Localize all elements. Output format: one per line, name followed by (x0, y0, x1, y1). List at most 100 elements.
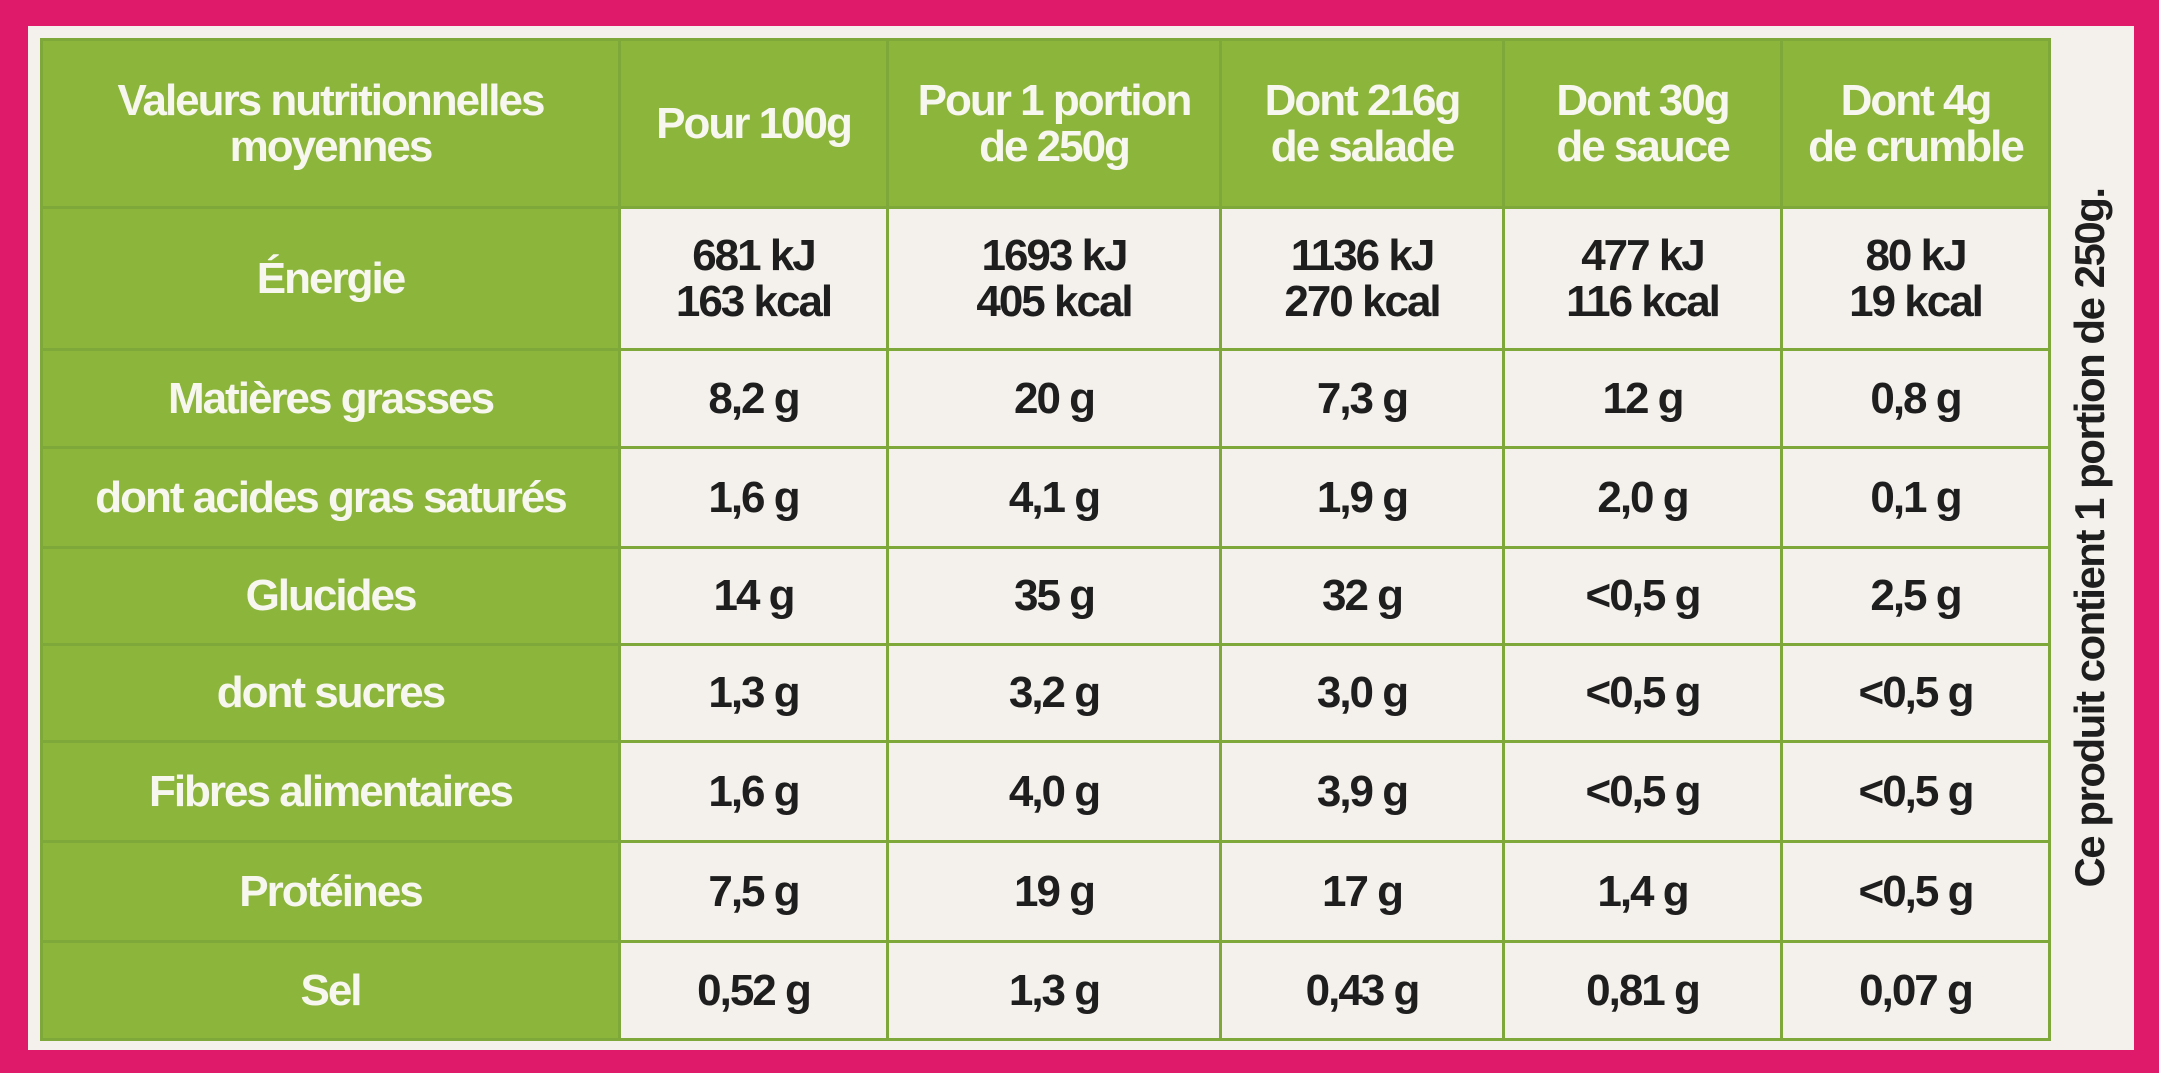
cell-line: 1,3 g (708, 668, 800, 717)
cell-line: Pour 100g (656, 98, 853, 148)
value-cell: 3,2 g (886, 643, 1222, 743)
value-cell: 14 g (618, 546, 889, 646)
cell-line: 116 kcal (1566, 276, 1721, 326)
table-row: Protéines 7,5 g 19 g 17 g 1,4 g <0,5 g (40, 840, 2051, 943)
cell-line: Énergie (256, 253, 406, 303)
cell-line: <0,5 g (1585, 766, 1702, 816)
value-cell: 3,0 g (1219, 643, 1505, 743)
cell-line: 4,0 g (1008, 766, 1101, 816)
value-cell: <0,5 g (1780, 643, 2051, 743)
value-cell: 7,3 g (1219, 348, 1505, 449)
cell-line: 2,5 g (1870, 571, 1962, 620)
cell-line: 19 kcal (1849, 276, 1984, 326)
row-label: Énergie (40, 206, 621, 351)
value-cell: 4,1 g (886, 446, 1222, 549)
cell-line: 1,9 g (1316, 472, 1409, 522)
cell-line: 1,3 g (1008, 965, 1101, 1015)
cell-line: <0,5 g (1858, 866, 1975, 916)
value-cell: <0,5 g (1502, 546, 1783, 646)
row-label: Protéines (40, 840, 621, 943)
header-cell: Dont 4g de crumble (1780, 38, 2051, 209)
value-cell: 2,5 g (1780, 546, 2051, 646)
cell-line: 3,9 g (1316, 766, 1409, 816)
value-cell: 80 kJ 19 kcal (1780, 206, 2051, 351)
value-cell: 0,1 g (1780, 446, 2051, 549)
cell-line: de salade (1270, 121, 1456, 171)
value-cell: <0,5 g (1502, 740, 1783, 843)
value-cell: 35 g (886, 546, 1222, 646)
table-row: Glucides 14 g 35 g 32 g <0,5 g 2,5 g (40, 546, 2051, 646)
cell-line: 7,5 g (708, 866, 800, 916)
value-cell: 1,4 g (1502, 840, 1783, 943)
cell-line: <0,5 g (1585, 668, 1702, 717)
value-cell: 1693 kJ 405 kcal (886, 206, 1222, 351)
cell-line: 405 kcal (976, 276, 1133, 326)
cell-line: 3,2 g (1008, 668, 1101, 717)
cell-line: 4,1 g (1008, 472, 1101, 522)
cell-line: 32 g (1321, 571, 1404, 620)
value-cell: 32 g (1219, 546, 1505, 646)
cell-line: Dont 216g (1264, 75, 1462, 125)
header-row: Valeurs nutritionnelles moyennes Pour 100g… (40, 38, 2051, 209)
cell-line: 1693 kJ (981, 230, 1128, 280)
value-cell: 8,2 g (618, 348, 889, 449)
cell-line: de crumble (1808, 121, 2025, 171)
cell-line: 477 kJ (1581, 230, 1706, 280)
nutrition-table: Valeurs nutritionnelles moyennes Pour 100g… (40, 38, 2051, 1041)
cell-line: 0,43 g (1305, 965, 1421, 1015)
cell-line: 12 g (1602, 373, 1684, 423)
row-label: Sel (40, 940, 621, 1041)
header-cell: Valeurs nutritionnelles moyennes (40, 38, 621, 209)
cell-line: 35 g (1013, 571, 1096, 620)
cell-line: 8,2 g (708, 373, 800, 423)
header-cell: Dont 216g de salade (1219, 38, 1505, 209)
value-cell: 20 g (886, 348, 1222, 449)
cell-line: 17 g (1321, 866, 1404, 916)
cell-line: de 250g (979, 121, 1131, 171)
cell-line: de sauce (1556, 121, 1730, 171)
value-cell: 2,0 g (1502, 446, 1783, 549)
value-cell: <0,5 g (1780, 740, 2051, 843)
row-label: Fibres alimentaires (40, 740, 621, 843)
cell-line: 80 kJ (1865, 230, 1967, 280)
table-row: Énergie 681 kJ 163 kcal 1693 kJ 405 kcal 1136… (40, 206, 2051, 351)
cell-line: Dont 30g (1556, 75, 1730, 125)
row-label: dont sucres (40, 643, 621, 743)
cell-line: Dont 4g (1840, 75, 1993, 125)
value-cell: 681 kJ 163 kcal (618, 206, 889, 351)
row-label: Glucides (40, 546, 621, 646)
cell-line: 1,4 g (1597, 866, 1689, 916)
cell-line: Pour 1 portion (917, 75, 1193, 125)
value-cell: 0,8 g (1780, 348, 2051, 449)
cell-line: Glucides (245, 571, 418, 620)
value-cell: 3,9 g (1219, 740, 1505, 843)
table-row: dont sucres 1,3 g 3,2 g 3,0 g <0,5 g <0,5 g (40, 643, 2051, 743)
cell-line: 3,0 g (1316, 668, 1409, 717)
cell-line: 19 g (1013, 866, 1096, 916)
value-cell: 7,5 g (618, 840, 889, 943)
cell-line: Protéines (239, 866, 424, 916)
cell-line: <0,5 g (1585, 571, 1702, 620)
cell-line: dont acides gras saturés (95, 472, 567, 522)
cell-line: 7,3 g (1316, 373, 1409, 423)
table-row: Matières grasses 8,2 g 20 g 7,3 g 12 g 0,8 g (40, 348, 2051, 449)
value-cell: 0,81 g (1502, 940, 1783, 1041)
cell-line: 0,07 g (1859, 965, 1974, 1015)
header-cell: Pour 1 portion de 250g (886, 38, 1222, 209)
cell-line: <0,5 g (1858, 766, 1975, 816)
value-cell: 1136 kJ 270 kcal (1219, 206, 1505, 351)
cell-line: <0,5 g (1858, 668, 1975, 717)
cell-line: 2,0 g (1597, 472, 1689, 522)
label-panel: Valeurs nutritionnelles moyennes Pour 100g… (28, 26, 2134, 1050)
side-note: Ce produit contient 1 portion de 250g. (2066, 188, 2113, 888)
cell-line: 163 kcal (675, 276, 833, 326)
table-row: Sel 0,52 g 1,3 g 0,43 g 0,81 g 0,07 g (40, 940, 2051, 1041)
value-cell: 12 g (1502, 348, 1783, 449)
header-cell: Dont 30g de sauce (1502, 38, 1783, 209)
cell-line: dont sucres (216, 668, 446, 717)
table-row: dont acides gras saturés 1,6 g 4,1 g 1,9 g 2… (40, 446, 2051, 549)
cell-line: Valeurs nutritionnelles (117, 75, 546, 125)
value-cell: <0,5 g (1780, 840, 2051, 943)
cell-line: 1136 kJ (1290, 230, 1436, 280)
